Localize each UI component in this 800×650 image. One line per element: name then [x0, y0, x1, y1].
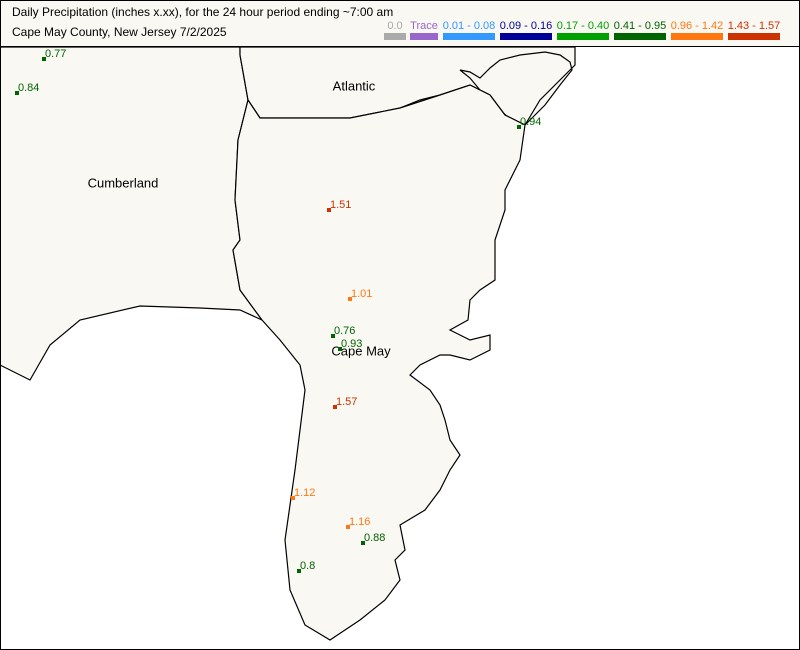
station-marker — [297, 569, 301, 573]
legend-label: 0.41 - 0.95 — [614, 20, 667, 32]
station-marker — [348, 297, 352, 301]
station-marker — [42, 57, 46, 61]
station-value: 1.57 — [336, 396, 357, 408]
cape-may-county — [232, 84, 526, 641]
station-marker — [331, 334, 335, 338]
station-marker — [361, 541, 365, 545]
legend-swatch — [671, 33, 723, 40]
legend-label: 0.0 — [387, 20, 402, 32]
station-value: 0.8 — [300, 560, 315, 572]
station-marker — [338, 347, 342, 351]
station-value: 0.88 — [364, 532, 385, 544]
station-value: 1.01 — [351, 288, 372, 300]
legend-swatch — [728, 33, 780, 40]
station-marker — [291, 496, 295, 500]
station-marker — [333, 405, 337, 409]
station-value: 0.84 — [18, 82, 39, 94]
station-marker — [517, 125, 521, 129]
station-marker — [346, 525, 350, 529]
station-value: 0.76 — [334, 325, 355, 337]
county-label: Cumberland — [88, 175, 159, 190]
map-subtitle: Cape May County, New Jersey 7/2/2025 — [12, 25, 227, 39]
legend-swatch — [614, 33, 666, 40]
legend-label: 0.09 - 0.16 — [500, 20, 553, 32]
station-value: 1.12 — [294, 487, 315, 499]
legend-label: Trace — [410, 20, 438, 32]
legend-swatch — [384, 33, 406, 40]
legend-swatch — [443, 33, 495, 40]
legend-label: 0.01 - 0.08 — [443, 20, 496, 32]
legend-label: 1.43 - 1.57 — [728, 20, 781, 32]
legend-swatch — [410, 33, 438, 40]
county-label: Atlantic — [333, 78, 376, 93]
map-title: Daily Precipitation (inches x.xx), for t… — [12, 5, 393, 19]
station-marker — [15, 91, 19, 95]
station-value: 0.94 — [520, 116, 541, 128]
station-value: 1.16 — [349, 516, 370, 528]
legend-swatch — [557, 33, 609, 40]
county-label: Cape May — [331, 343, 391, 358]
station-value: 0.93 — [341, 338, 362, 350]
legend-label: 0.17 - 0.40 — [557, 20, 610, 32]
legend-label: 0.96 - 1.42 — [671, 20, 724, 32]
station-value: 0.77 — [45, 48, 66, 60]
station-marker — [327, 208, 331, 212]
legend-swatch — [500, 33, 552, 40]
station-value: 1.51 — [330, 199, 351, 211]
